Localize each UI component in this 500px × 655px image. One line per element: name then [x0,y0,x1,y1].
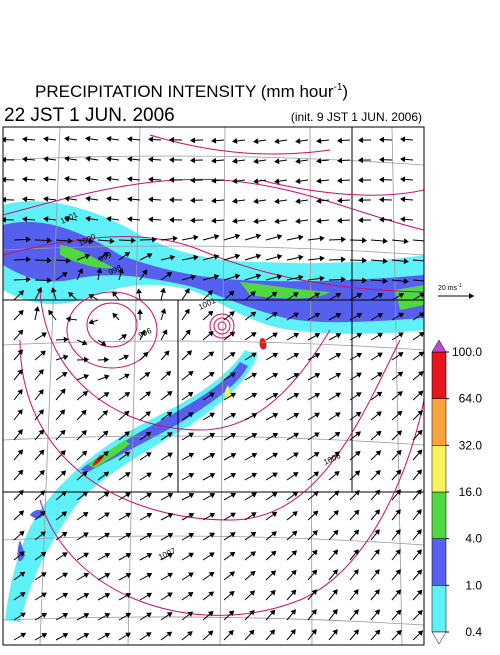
colorbar-label: 16.0 [459,485,483,499]
colorbar-bin [432,585,446,632]
valid-time: 22 JST 1 JUN. 2006 [4,105,175,126]
ref-unit: 20 ms [438,285,458,292]
ref-sup: -1 [457,283,462,289]
title-main: PRECIPITATION INTENSITY (mm hour [35,82,334,101]
colorbar-over [432,340,446,352]
reference-arrowhead [469,293,474,299]
wind-arrowhead [425,239,429,243]
colorbar: 0.4 1.0 4.0 16.0 32.0 64.0 100.0 [432,340,482,644]
colorbar-label: 4.0 [465,532,482,546]
colorbar-bin [432,445,446,492]
colorbar-label: 32.0 [459,438,483,452]
init-time: (init. 9 JST 1 JUN. 2006) [291,110,422,124]
reference-vector-label: 20 ms-1 [438,283,462,292]
colorbar-under [432,632,446,644]
wind-arrowhead [425,279,429,283]
title-end: ) [342,82,348,101]
wind-arrowhead [425,259,429,263]
colorbar-label: 64.0 [459,392,483,406]
colorbar-bin [432,492,446,539]
colorbar-bin [432,539,446,586]
title: PRECIPITATION INTENSITY (mm hour-1) [35,82,348,101]
colorbar-label: 0.4 [465,625,482,639]
colorbar-label: 1.0 [465,578,482,592]
colorbar-bin [432,399,446,446]
colorbar-bin [432,352,446,399]
colorbar-label: 100.0 [452,345,482,359]
